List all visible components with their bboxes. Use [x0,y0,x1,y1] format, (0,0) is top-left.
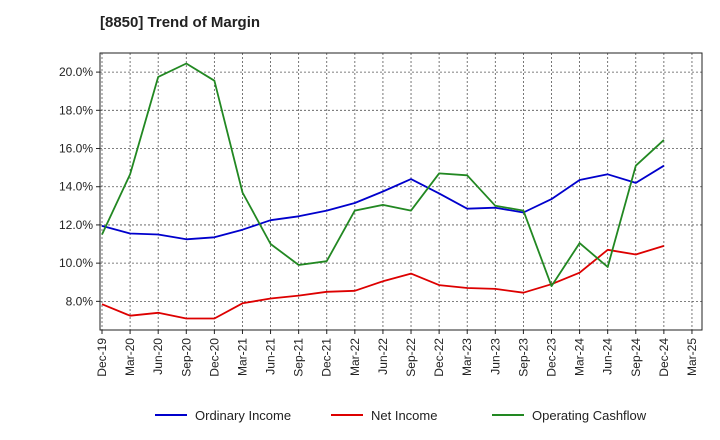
x-tick-label: Dec-19 [95,338,109,377]
x-tick-label: Dec-21 [320,338,334,377]
series-line-net-income [101,245,665,320]
y-tick-label: 8.0% [66,294,94,308]
x-tick-label: Mar-24 [573,338,587,376]
series-line-ordinary-income [101,164,665,241]
series-line-operating-cashflow [101,62,665,288]
x-tick-label: Jun-21 [264,338,278,375]
series [101,62,665,320]
y-tick-label: 14.0% [59,180,93,194]
x-tick-label: Mar-22 [348,338,362,376]
chart-title: [8850] Trend of Margin [100,14,261,31]
y-tick-label: 10.0% [59,256,93,270]
x-tick-label: Jun-23 [488,338,502,375]
x-tick-label: Dec-22 [432,338,446,377]
y-tick-label: 20.0% [59,65,93,79]
y-tick-label: 18.0% [59,103,93,117]
plot-frame [99,52,703,331]
x-tick-label: Sep-24 [629,338,643,377]
legend-label-net-income: Net Income [371,408,437,423]
x-tick-label: Jun-22 [376,338,390,375]
axes: 8.0% 10.0% 12.0% 14.0% 16.0% 18.0% 20.0% Dec-19… [59,52,703,377]
x-tick-label: Sep-23 [516,338,530,377]
x-tick-label: Sep-21 [292,338,306,377]
x-tick-label: Dec-23 [544,338,558,377]
x-tick-label: Dec-20 [207,338,221,377]
x-tick-label: Jun-20 [151,338,165,375]
x-tick-label: Sep-20 [179,338,193,377]
legend-label-ordinary-income: Ordinary Income [195,408,291,423]
x-tick-label: Mar-20 [123,338,137,376]
x-tick-label: Dec-24 [657,338,671,377]
legend: Ordinary Income Net Income Operating Cashf… [155,408,647,423]
x-tick-label: Mar-23 [460,338,474,376]
x-tick-label: Mar-25 [685,338,699,376]
grid [100,53,702,330]
y-tick-label: 16.0% [59,142,93,156]
x-tick-label: Jun-24 [601,338,615,375]
x-tick-label: Mar-21 [235,338,249,376]
legend-label-operating-cashflow: Operating Cashflow [532,408,647,423]
y-tick-label: 12.0% [59,218,93,232]
x-tick-label: Sep-22 [404,338,418,377]
